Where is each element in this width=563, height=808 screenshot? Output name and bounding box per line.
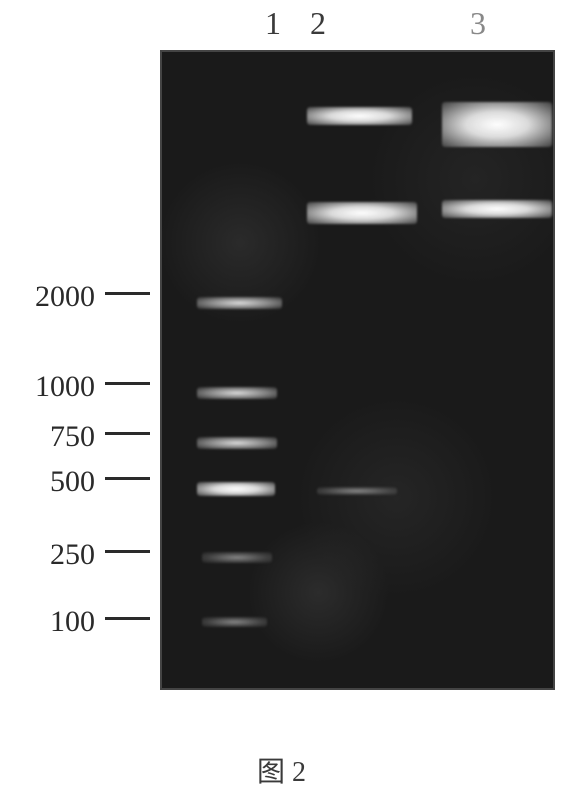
marker-tick-1000: [105, 382, 150, 385]
lane3-band-1: [442, 200, 552, 218]
marker-label-1000: 1000: [5, 370, 95, 404]
lane1-band-2: [197, 437, 277, 449]
lane-2-label: 2: [310, 5, 326, 42]
lane-1-label: 1: [265, 5, 281, 42]
marker-tick-250: [105, 550, 150, 553]
lane1-band-4: [202, 552, 272, 563]
marker-tick-750: [105, 432, 150, 435]
lane2-band-1: [307, 202, 417, 224]
lane1-band-1: [197, 387, 277, 399]
marker-tick-100: [105, 617, 150, 620]
lane1-band-0: [197, 297, 282, 309]
gel-noise-texture: [162, 52, 553, 688]
lane1-band-5: [202, 617, 267, 627]
marker-label-2000: 2000: [5, 280, 95, 314]
marker-label-750: 750: [5, 420, 95, 454]
marker-tick-500: [105, 477, 150, 480]
lane1-band-3: [197, 482, 275, 496]
gel-image: [160, 50, 555, 690]
marker-label-100: 100: [5, 605, 95, 639]
marker-label-250: 250: [5, 538, 95, 572]
lane2-band-2: [317, 487, 397, 495]
lane2-band-0: [307, 107, 412, 125]
gel-electrophoresis-figure: 1 2 3 2000 1000 750 500 250 100 图 2: [0, 0, 563, 808]
lane-3-label: 3: [470, 5, 486, 42]
lane3-band-0: [442, 102, 552, 147]
figure-caption: 图 2: [0, 750, 563, 790]
marker-tick-2000: [105, 292, 150, 295]
marker-label-500: 500: [5, 465, 95, 499]
